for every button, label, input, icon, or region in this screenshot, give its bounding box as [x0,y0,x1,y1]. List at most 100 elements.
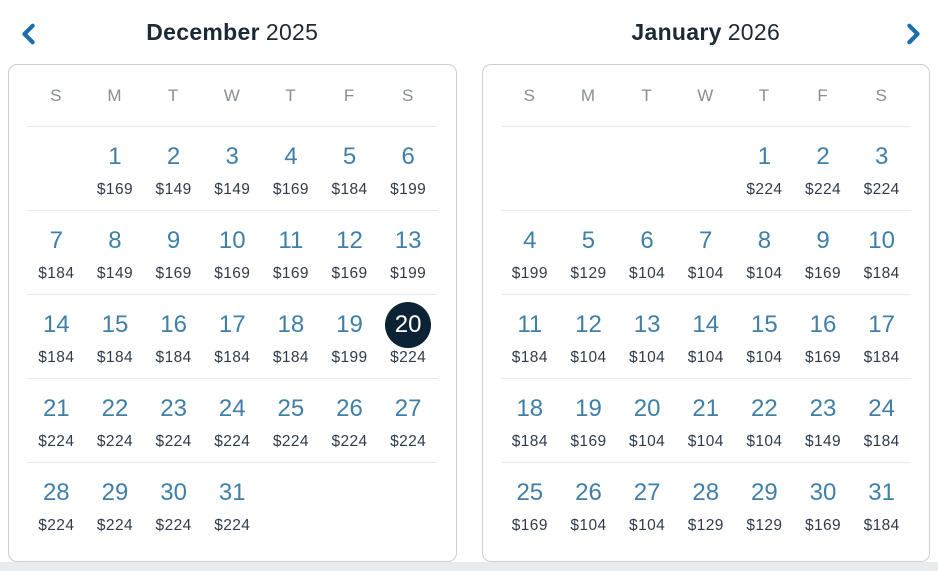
day-of-week-label: S [50,85,63,105]
day-cell[interactable]: 23 $149 [794,386,853,462]
day-of-week-label: S [875,85,888,105]
day-cell[interactable]: 8 $104 [735,218,794,294]
day-price: $224 [38,433,75,450]
day-cell[interactable]: 20 $224 [379,302,438,378]
day-cell[interactable]: 27 $104 [618,470,677,547]
day-cell[interactable]: 13 $199 [379,218,438,294]
day-number: 29 [101,479,129,506]
day-cell[interactable]: 11 $169 [262,218,321,294]
week-row: 7 $184 8 $149 9 $169 10 $169 11 $169 12 $169 13 $199 [27,211,438,295]
day-cell[interactable]: 25 $224 [262,386,321,462]
day-cell[interactable]: 19 $199 [320,302,379,378]
day-number: 16 [160,311,187,338]
day-cell[interactable]: 2 $149 [144,134,203,210]
calendar-panels: S M T W T F S 1 $169 2 $149 3 $149 4 $169 5 $184 6 $199 7 $… [0,64,938,562]
day-cell[interactable]: 9 $169 [144,218,203,294]
day-cell[interactable]: 13 $104 [618,302,677,378]
day-cell[interactable]: 14 $104 [676,302,735,378]
previous-month-button[interactable] [12,18,46,52]
day-cell[interactable]: 7 $104 [676,218,735,294]
day-cell[interactable]: 18 $184 [501,386,560,462]
day-cell[interactable]: 22 $104 [735,386,794,462]
day-price: $224 [38,517,75,534]
day-number: 5 [581,227,596,254]
day-cell[interactable]: 21 $224 [27,386,86,462]
day-cell[interactable]: 8 $149 [86,218,145,294]
day-cell[interactable]: 4 $199 [501,218,560,294]
day-cell[interactable]: 29 $224 [86,470,145,547]
day-cell[interactable]: 4 $169 [262,134,321,210]
day-cell[interactable]: 26 $104 [559,470,618,547]
day-price: $224 [214,517,251,534]
day-cell[interactable]: 2 $224 [794,134,853,210]
day-of-week-label: T [641,85,653,105]
day-cell[interactable]: 16 $184 [144,302,203,378]
day-cell[interactable]: 20 $104 [618,386,677,462]
day-number: 19 [336,311,363,338]
page-background-strip [0,562,938,571]
day-cell[interactable]: 23 $224 [144,386,203,462]
day-cell[interactable]: 3 $149 [203,134,262,210]
day-cell[interactable]: 11 $184 [501,302,560,378]
day-cell[interactable]: 16 $169 [794,302,853,378]
day-cell[interactable]: 12 $104 [559,302,618,378]
day-cell[interactable]: 19 $169 [559,386,618,462]
day-number: 8 [108,227,122,254]
day-cell[interactable]: 28 $224 [27,470,86,547]
day-number: 25 [277,395,305,422]
day-cell[interactable]: 27 $224 [379,386,438,462]
day-of-week-label: T [285,85,297,105]
day-number: 21 [692,395,720,422]
day-cell[interactable]: 30 $169 [794,470,853,547]
day-of-week-label: M [107,85,123,105]
day-number: 3 [874,143,889,170]
day-cell[interactable]: 6 $104 [618,218,677,294]
day-cell[interactable]: 30 $224 [144,470,203,547]
day-cell[interactable]: 31 $184 [852,470,911,547]
day-cell[interactable]: 7 $184 [27,218,86,294]
day-cell[interactable]: 26 $224 [320,386,379,462]
day-cell[interactable]: 21 $104 [676,386,735,462]
day-cell[interactable]: 22 $224 [86,386,145,462]
day-cell[interactable]: 1 $169 [86,134,145,210]
day-cell[interactable]: 25 $169 [501,470,560,547]
day-cell[interactable]: 15 $104 [735,302,794,378]
day-price: $224 [272,433,309,450]
day-cell[interactable]: 15 $184 [86,302,145,378]
day-cell[interactable]: 24 $184 [852,386,911,462]
day-cell[interactable]: 12 $169 [320,218,379,294]
day-price: $224 [390,349,427,366]
next-month-button[interactable] [896,18,930,52]
day-cell[interactable]: 29 $129 [735,470,794,547]
day-price: $184 [863,265,900,282]
day-price: $104 [570,517,607,534]
day-cell[interactable]: 5 $184 [320,134,379,210]
day-cell[interactable]: 28 $129 [676,470,735,547]
day-number: 31 [868,479,895,506]
day-price: $129 [570,265,607,282]
day-of-week-label: W [697,85,715,105]
day-number: 24 [218,395,246,422]
day-cell[interactable]: 17 $184 [852,302,911,378]
day-cell[interactable]: 6 $199 [379,134,438,210]
day-cell[interactable]: 1 $224 [735,134,794,210]
day-number: 26 [575,479,602,506]
day-cell[interactable]: 31 $224 [203,470,262,547]
day-cell[interactable]: 10 $169 [203,218,262,294]
day-number [683,134,729,180]
day-cell[interactable]: 17 $184 [203,302,262,378]
day-price: $104 [570,349,607,366]
day-price: $169 [570,433,607,450]
day-cell[interactable]: 18 $184 [262,302,321,378]
day-of-week-label: W [223,85,241,105]
day-number: 18 [516,395,544,422]
day-cell[interactable]: 24 $224 [203,386,262,462]
day-cell[interactable]: 5 $129 [559,218,618,294]
day-cell[interactable]: 9 $169 [794,218,853,294]
day-price: $104 [746,349,783,366]
day-cell[interactable]: 3 $224 [852,134,911,210]
day-cell[interactable]: 14 $184 [27,302,86,378]
day-price: $129 [687,517,724,534]
day-cell[interactable]: 10 $184 [852,218,911,294]
